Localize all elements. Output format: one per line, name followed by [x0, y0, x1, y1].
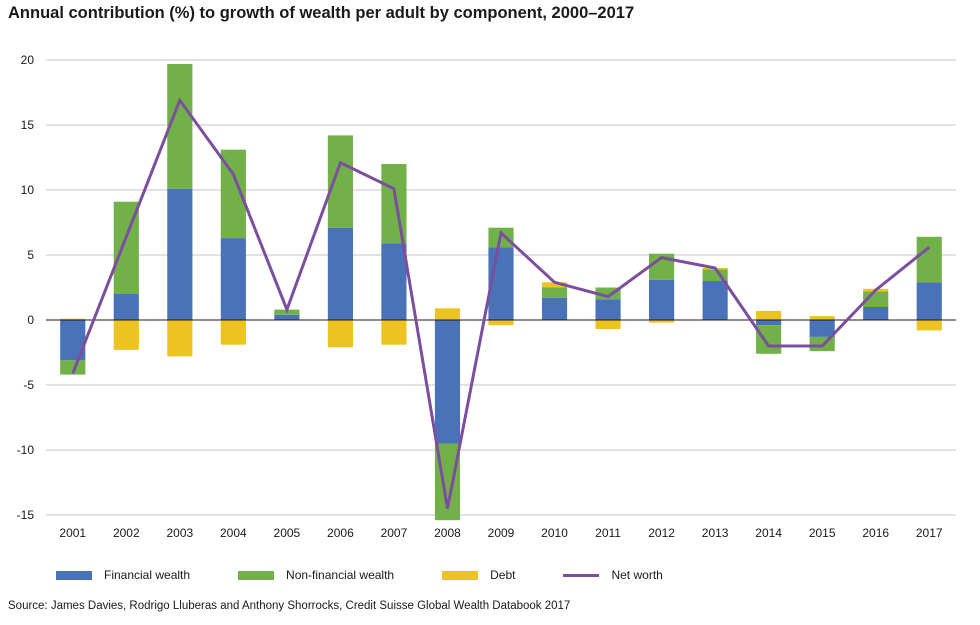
bar-debt — [113, 320, 139, 350]
x-axis-tick-labels: 2001 2002 2003 2004 2005 2006 2007 2008 2009 2010… — [59, 526, 942, 540]
y-axis-tick-labels: 20 15 10 5 0 -5 -10 -15 — [17, 53, 35, 522]
bar-nonfinancial — [595, 287, 621, 300]
y-tick-label: 0 — [27, 313, 34, 327]
x-tick-label: 2016 — [862, 526, 889, 540]
legend-item-financial: Financial wealth — [56, 568, 190, 582]
y-tick-label: 5 — [27, 248, 34, 262]
bar-financial — [167, 188, 193, 320]
y-tick-label: -15 — [17, 508, 35, 522]
bar-debt — [488, 320, 514, 326]
bar-nonfinancial — [702, 269, 728, 281]
x-tick-label: 2011 — [595, 526, 621, 540]
bar-debt — [220, 320, 246, 345]
bar-debt — [434, 308, 461, 320]
bar-nonfinancial — [756, 325, 782, 354]
bar-nonfinancial — [541, 287, 568, 298]
legend-swatch-nonfinancial — [238, 570, 275, 580]
legend-item-debt: Debt — [442, 568, 515, 582]
bar-financial — [916, 282, 942, 320]
legend-swatch-debt — [442, 570, 479, 580]
bar-debt — [167, 320, 193, 357]
y-tick-label: -10 — [17, 443, 35, 457]
bar-financial — [220, 238, 246, 320]
legend-label-networth: Net worth — [611, 568, 663, 582]
bar-financial — [327, 227, 353, 320]
bar-financial — [809, 320, 835, 337]
bar-debt — [756, 310, 782, 320]
x-tick-label: 2004 — [220, 526, 247, 540]
bar-debt — [916, 320, 942, 331]
bar-financial — [756, 320, 782, 326]
legend-swatch-networth — [563, 573, 600, 577]
bar-financial — [649, 279, 675, 320]
x-tick-label: 2015 — [809, 526, 836, 540]
bar-nonfinancial — [167, 63, 193, 189]
y-tick-label: 15 — [21, 118, 35, 132]
y-tick-label: 20 — [21, 53, 35, 67]
bar-financial — [381, 243, 407, 320]
series-line-net-worth — [71, 97, 931, 509]
bar-nonfinancial — [381, 164, 407, 244]
net-worth-line — [71, 97, 931, 509]
bar-financial — [274, 314, 300, 320]
bar-debt — [541, 282, 568, 288]
bar-debt — [327, 320, 353, 348]
bar-financial — [702, 281, 728, 320]
bar-financial — [541, 297, 568, 320]
x-tick-label: 2002 — [113, 526, 140, 540]
bars — [60, 63, 942, 521]
bar-debt — [809, 316, 835, 320]
bar-nonfinancial — [916, 236, 942, 283]
x-tick-label: 2014 — [755, 526, 782, 540]
x-tick-label: 2009 — [488, 526, 515, 540]
legend-label-nonfinancial: Non-financial wealth — [286, 568, 395, 582]
bar-financial — [434, 320, 461, 444]
legend-label-debt: Debt — [490, 568, 516, 582]
legend-item-nonfinancial: Non-financial wealth — [238, 568, 394, 582]
x-tick-label: 2001 — [59, 526, 86, 540]
legend: Financial wealth Non-financial wealth De… — [56, 566, 711, 584]
x-tick-label: 2017 — [916, 526, 943, 540]
bar-nonfinancial — [327, 135, 353, 228]
chart-title: Annual contribution (%) to growth of wea… — [8, 4, 635, 22]
bar-financial — [863, 307, 889, 320]
x-tick-label: 2008 — [434, 526, 461, 540]
bar-nonfinancial — [60, 360, 86, 375]
x-tick-label: 2012 — [648, 526, 675, 540]
bar-debt — [60, 318, 86, 320]
bar-financial — [113, 294, 139, 320]
x-tick-label: 2005 — [274, 526, 301, 540]
bar-debt — [381, 320, 407, 345]
x-tick-label: 2013 — [702, 526, 729, 540]
legend-item-networth: Net worth — [563, 568, 663, 582]
bar-debt — [595, 320, 621, 330]
x-tick-label: 2003 — [166, 526, 193, 540]
x-tick-label: 2006 — [327, 526, 354, 540]
legend-swatch-financial — [56, 570, 92, 580]
legend-label-financial: Financial wealth — [104, 568, 191, 582]
x-tick-label: 2007 — [381, 526, 408, 540]
y-tick-label: 10 — [21, 183, 35, 197]
y-tick-label: -5 — [23, 378, 34, 392]
bar-financial — [595, 299, 621, 320]
bar-debt — [649, 320, 675, 323]
source-note: Source: James Davies, Rodrigo Lluberas a… — [8, 600, 571, 612]
x-tick-label: 2010 — [541, 526, 568, 540]
